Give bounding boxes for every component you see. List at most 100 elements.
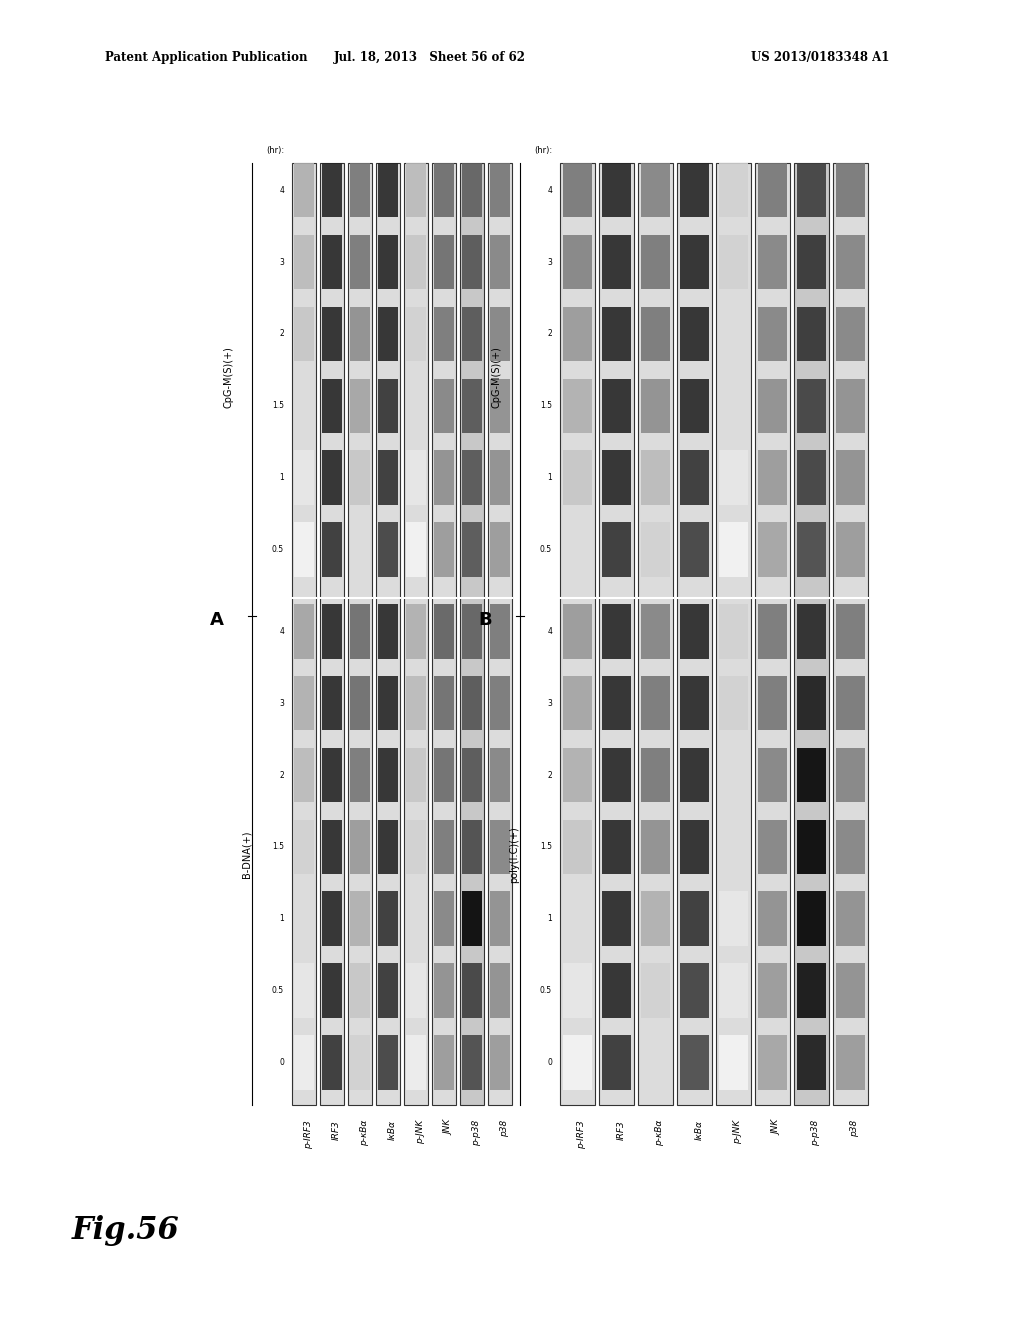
Bar	[719, 162, 749, 218]
Bar	[563, 676, 592, 730]
Bar	[378, 306, 398, 362]
Bar	[602, 235, 631, 289]
Bar	[797, 676, 826, 730]
Bar	[322, 820, 342, 874]
Bar	[719, 523, 749, 577]
Text: IRF3: IRF3	[616, 1119, 626, 1139]
Bar	[434, 605, 454, 659]
Bar	[489, 747, 510, 803]
Bar	[602, 747, 631, 803]
Bar	[378, 523, 398, 577]
Bar	[350, 820, 370, 874]
Bar	[350, 523, 370, 577]
Bar	[641, 676, 670, 730]
Bar	[432, 162, 456, 1105]
Bar	[641, 523, 670, 577]
Bar	[599, 162, 634, 1105]
Bar	[719, 379, 749, 433]
Bar	[836, 1035, 865, 1089]
Bar	[680, 747, 710, 803]
Bar	[319, 162, 344, 1105]
Text: 1.5: 1.5	[272, 401, 284, 411]
Bar	[797, 235, 826, 289]
Text: CpG-M(S)(+): CpG-M(S)(+)	[223, 347, 233, 408]
Bar	[758, 450, 787, 504]
Bar	[680, 450, 710, 504]
Bar	[462, 964, 482, 1018]
Text: p-κBα: p-κBα	[360, 1119, 369, 1146]
Bar	[350, 450, 370, 504]
Bar	[758, 306, 787, 362]
Text: 4: 4	[280, 186, 284, 195]
Bar	[294, 891, 314, 946]
Bar	[719, 820, 749, 874]
Bar	[378, 605, 398, 659]
Bar	[434, 747, 454, 803]
Text: p-IRF3: p-IRF3	[304, 1119, 313, 1148]
Bar	[294, 747, 314, 803]
Bar	[294, 450, 314, 504]
Text: JNK: JNK	[772, 1119, 781, 1135]
Bar	[797, 964, 826, 1018]
Bar	[602, 676, 631, 730]
Bar	[378, 379, 398, 433]
Bar	[294, 676, 314, 730]
Bar	[294, 523, 314, 577]
Bar	[836, 605, 865, 659]
Bar	[294, 235, 314, 289]
Bar	[719, 306, 749, 362]
Text: p-JNK: p-JNK	[733, 1119, 742, 1144]
Bar	[602, 891, 631, 946]
Bar	[758, 1035, 787, 1089]
Bar	[719, 450, 749, 504]
Bar	[602, 379, 631, 433]
Bar	[758, 162, 787, 218]
Text: p-p38: p-p38	[811, 1119, 820, 1146]
Bar	[350, 306, 370, 362]
Text: p38: p38	[500, 1119, 509, 1138]
Bar	[434, 450, 454, 504]
Bar	[406, 820, 426, 874]
Bar	[378, 820, 398, 874]
Bar	[758, 235, 787, 289]
Text: Patent Application Publication: Patent Application Publication	[105, 50, 307, 63]
Bar	[797, 523, 826, 577]
Bar	[638, 162, 673, 1105]
Text: 4: 4	[280, 627, 284, 636]
Bar	[434, 379, 454, 433]
Bar	[755, 162, 790, 1105]
Bar	[489, 891, 510, 946]
Text: IRF3: IRF3	[332, 1119, 341, 1139]
Text: p38: p38	[851, 1119, 859, 1138]
Bar	[758, 747, 787, 803]
Bar	[378, 964, 398, 1018]
Text: 1.5: 1.5	[540, 842, 552, 851]
Text: 1: 1	[280, 915, 284, 923]
Bar	[406, 235, 426, 289]
Bar	[641, 605, 670, 659]
Bar	[350, 162, 370, 218]
Bar	[406, 747, 426, 803]
Text: 3: 3	[280, 698, 284, 708]
Bar	[719, 235, 749, 289]
Bar	[489, 964, 510, 1018]
Bar	[462, 306, 482, 362]
Bar	[322, 747, 342, 803]
Bar	[563, 235, 592, 289]
Bar	[680, 891, 710, 946]
Bar	[489, 1035, 510, 1089]
Bar	[797, 747, 826, 803]
Bar	[489, 676, 510, 730]
Bar	[563, 605, 592, 659]
Bar	[322, 379, 342, 433]
Bar	[797, 379, 826, 433]
Bar	[719, 1035, 749, 1089]
Bar	[641, 891, 670, 946]
Bar	[602, 964, 631, 1018]
Bar	[406, 964, 426, 1018]
Bar	[641, 1035, 670, 1089]
Bar	[294, 605, 314, 659]
Bar	[434, 1035, 454, 1089]
Bar	[378, 450, 398, 504]
Bar	[563, 450, 592, 504]
